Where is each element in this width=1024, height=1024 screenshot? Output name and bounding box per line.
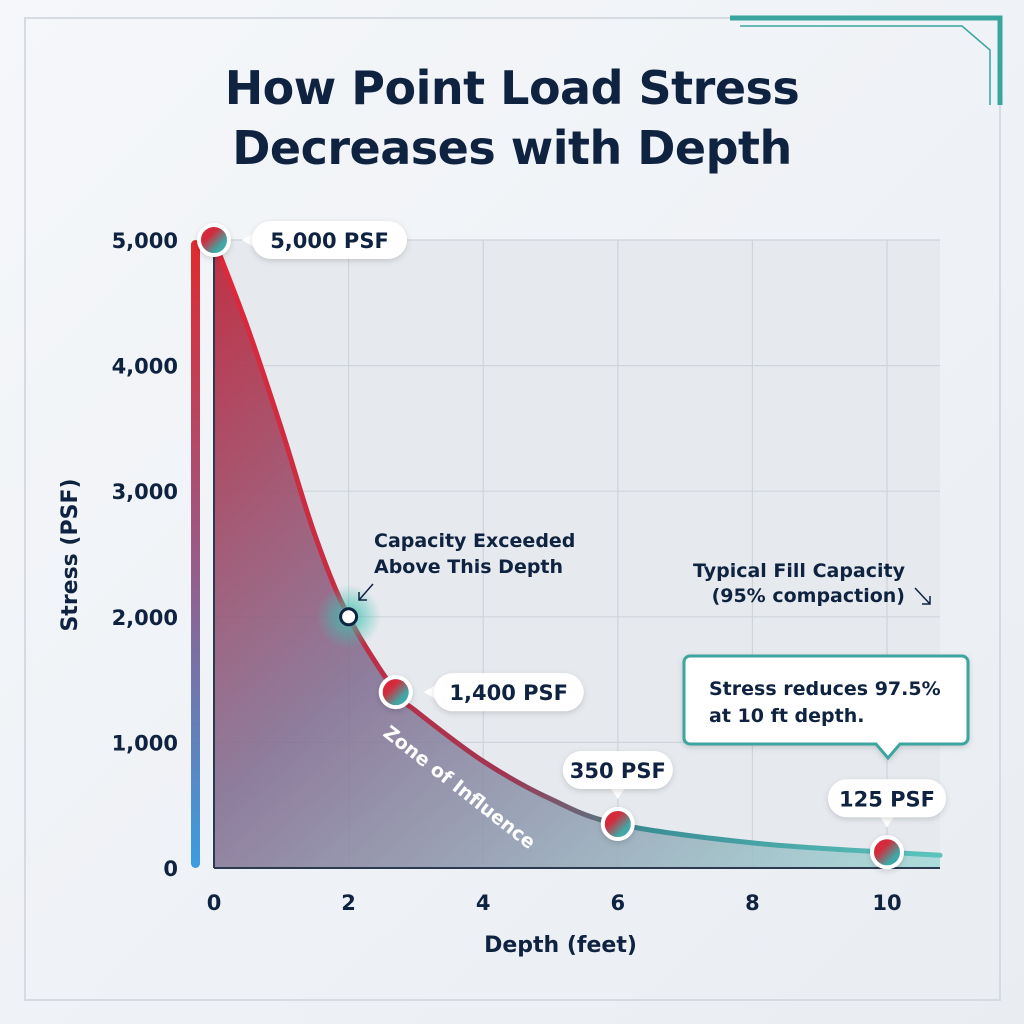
data-label-bubble [252,221,407,259]
x-axis-label: Depth (feet) [484,933,637,958]
arrow-down-left-icon [358,583,374,601]
data-label-bubble [828,779,946,818]
data-label-bubble [433,673,584,712]
frame [24,17,1001,1001]
y-axis-label: Stress (PSF) [58,478,83,631]
intersection-label-line-2: Above This Depth [374,556,563,578]
label-pointer [423,685,436,700]
y-tick-label: 2,000 [112,606,178,630]
intersection-marker [339,607,359,627]
data-point [197,223,231,257]
x-tick-label: 6 [610,891,625,915]
data-label-bubble [562,751,673,790]
capacity-label-line-1: Typical Fill Capacity [693,560,906,582]
data-point [600,807,635,842]
arrow-down-right-icon [914,587,931,605]
y-tick-label: 0 [163,857,178,881]
x-tick-label: 4 [476,891,491,915]
data-point [870,835,904,870]
data-label: 350 PSF [570,759,666,783]
data-label: 125 PSF [839,787,935,811]
y-tick-label: 3,000 [112,480,178,504]
callout: Stress reduces 97.5% at 10 ft depth. [682,654,970,761]
corner-accent-inner [740,25,991,105]
title-line-1: How Point Load Stress [224,61,800,115]
capacity-label-line-2: (95% compaction) [712,585,905,607]
y-tick-label: 5,000 [112,229,178,253]
x-tick-label: 8 [745,891,760,915]
data-point-group: 125 PSF [828,779,946,870]
data-point-group: 350 PSF [562,751,673,842]
intersection-label-line-1: Capacity Exceeded [374,530,575,552]
data-label: 5,000 PSF [270,229,389,253]
callout-line-2: at 10 ft depth. [709,705,864,727]
callout-box [682,654,970,761]
label-pointer [609,787,626,800]
data-point-group: 1,400 PSF [378,673,584,712]
y-tick-label: 1,000 [112,731,178,755]
y-tick-label: 4,000 [112,355,178,379]
data-point [378,675,413,710]
data-point-group: 5,000 PSF [197,221,407,259]
area-fill [214,240,940,868]
callout-line-1: Stress reduces 97.5% [709,678,941,700]
data-label: 1,400 PSF [449,681,568,705]
x-tick-label: 0 [207,891,222,915]
x-tick-label: 10 [872,891,901,915]
title-line-2: Decreases with Depth [232,121,792,175]
corner-accent [730,15,1003,105]
chart-title: How Point Load Stress Decreases with Dep… [0,58,1024,178]
label-pointer [242,233,254,247]
stress-scale-bar [191,240,200,868]
x-tick-label: 2 [341,891,356,915]
label-pointer [879,815,895,828]
